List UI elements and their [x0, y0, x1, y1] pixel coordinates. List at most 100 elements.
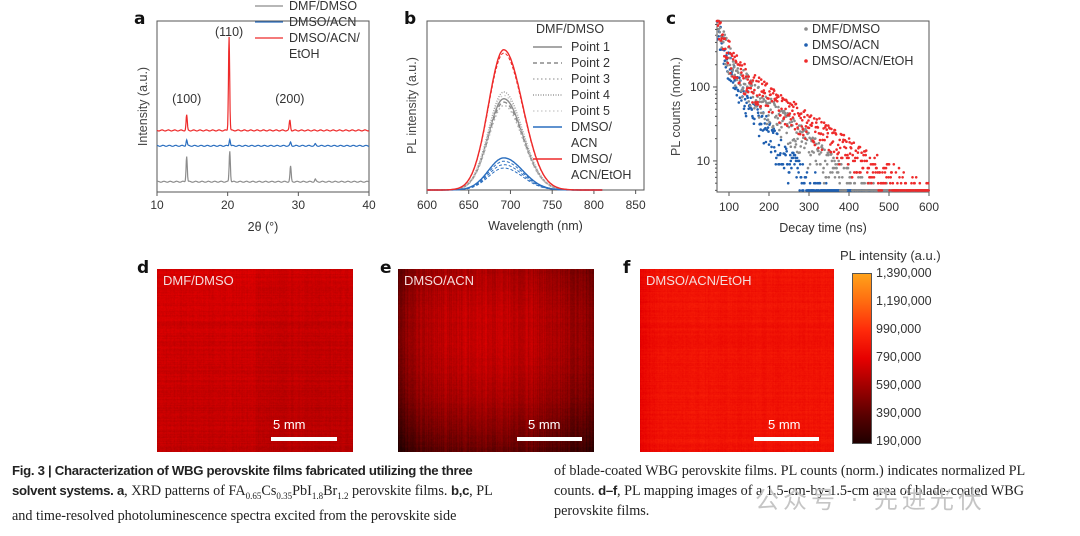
- trpl-point: [814, 130, 817, 134]
- legend-label: ACN/EtOH: [571, 168, 631, 182]
- caption-col2-line1: of blade-coated WBG perovskite films. PL…: [554, 463, 1026, 479]
- caption-col-2: of blade-coated WBG perovskite films. PL…: [554, 461, 1025, 521]
- trpl-point: [728, 63, 732, 67]
- trpl-point: [749, 104, 752, 108]
- trpl-point: [751, 95, 755, 99]
- pl-spectra-chart: 600 650 700 750 800 850 Wavelength (nm) PL inte…: [405, 20, 646, 233]
- trpl-point: [739, 67, 743, 71]
- trpl-point: [754, 103, 758, 106]
- trpl-point: [718, 26, 722, 30]
- trpl-point: [833, 159, 836, 163]
- trpl-point: [790, 123, 793, 127]
- trpl-point: [798, 189, 801, 192]
- trpl-point: [732, 65, 736, 69]
- xrd-chart: 10 20 30 40 2θ (°) Intensity (a.u.) (100) (110)…: [136, 0, 376, 234]
- trpl-point: [796, 137, 799, 141]
- trpl-point: [841, 140, 845, 144]
- scale-bar-f-label: 5 mm: [768, 417, 801, 432]
- legend-title: DMF/DMSO: [536, 22, 604, 36]
- trpl-point: [743, 82, 747, 86]
- trpl-point: [836, 143, 840, 147]
- trpl-point: [738, 96, 742, 99]
- trpl-point: [753, 83, 757, 87]
- trpl-point: [762, 112, 765, 115]
- trpl-point: [844, 153, 847, 157]
- trpl-point: [739, 61, 742, 64]
- trpl-point: [809, 114, 813, 117]
- trpl-point: [768, 101, 772, 105]
- trpl-point: [803, 109, 807, 112]
- trpl-point: [728, 40, 731, 43]
- trpl-point: [755, 94, 759, 97]
- trpl-point: [807, 126, 811, 130]
- trpl-point: [756, 108, 759, 111]
- trpl-point: [740, 95, 744, 99]
- trpl-point: [820, 148, 824, 152]
- xrd-series-line: [156, 137, 369, 147]
- trpl-point: [765, 128, 769, 132]
- legend-label: DMSO/ACN: [289, 15, 356, 29]
- trpl-point: [780, 107, 783, 111]
- xrd-series-line: [156, 36, 370, 132]
- formula-sub-br: 1.2: [337, 490, 349, 501]
- trpl-point: [870, 181, 873, 185]
- trpl-point: [725, 51, 729, 55]
- trpl-point: [899, 181, 903, 185]
- trpl-point: [834, 133, 838, 136]
- trpl-point: [822, 181, 826, 185]
- trpl-point: [802, 189, 805, 192]
- trpl-point: [777, 109, 781, 112]
- trpl-point: [805, 121, 809, 124]
- trpl-point: [793, 113, 796, 116]
- trpl-point: [776, 117, 780, 120]
- trpl-point: [723, 59, 727, 62]
- trpl-point: [910, 181, 913, 185]
- trpl-point: [767, 143, 771, 146]
- trpl-point: [763, 80, 766, 84]
- trpl-point: [863, 181, 866, 185]
- trpl-point: [853, 181, 857, 185]
- x-tick-label: 650: [459, 198, 479, 212]
- trpl-point: [730, 54, 734, 58]
- trpl-point: [763, 122, 767, 125]
- trpl-point: [800, 125, 804, 128]
- trpl-point: [760, 82, 764, 86]
- trpl-point: [860, 151, 863, 154]
- trpl-point: [770, 87, 773, 91]
- trpl-point: [755, 79, 758, 83]
- trpl-point: [807, 119, 810, 122]
- trpl-point: [762, 98, 766, 101]
- trpl-point: [790, 166, 793, 170]
- x-tick-label: 20: [221, 198, 235, 212]
- trpl-point: [853, 171, 856, 174]
- trpl-point: [743, 104, 746, 108]
- trpl-point: [785, 150, 788, 153]
- scale-bar-d: [271, 437, 337, 441]
- trpl-point: [718, 30, 721, 34]
- trpl-point: [835, 148, 838, 151]
- trpl-point: [729, 71, 732, 75]
- trpl-point: [721, 33, 724, 36]
- trpl-point: [810, 124, 813, 127]
- trpl-point: [788, 163, 792, 166]
- trpl-point: [834, 163, 837, 166]
- trpl-point: [757, 85, 760, 89]
- x-axis-label: 2θ (°): [248, 220, 279, 234]
- trpl-point: [760, 114, 764, 118]
- legend-label: DMSO/: [571, 120, 613, 134]
- trpl-point: [831, 140, 835, 143]
- trpl-point: [888, 181, 892, 185]
- trpl-point: [860, 176, 864, 179]
- caption-lead-line2: solvent systems.: [12, 483, 114, 498]
- trpl-point: [814, 171, 817, 174]
- trpl-point: [838, 146, 842, 150]
- trpl-point: [898, 176, 901, 179]
- peak-annotation: (100): [172, 92, 201, 106]
- pl-series-line: [427, 48, 603, 191]
- x-tick-label: 600: [417, 198, 437, 212]
- trpl-point: [859, 171, 862, 174]
- trpl-point: [756, 103, 760, 106]
- trpl-point: [824, 176, 828, 179]
- trpl-point: [728, 56, 731, 60]
- caption-line3: and time-resolved photoluminescence spec…: [12, 507, 457, 524]
